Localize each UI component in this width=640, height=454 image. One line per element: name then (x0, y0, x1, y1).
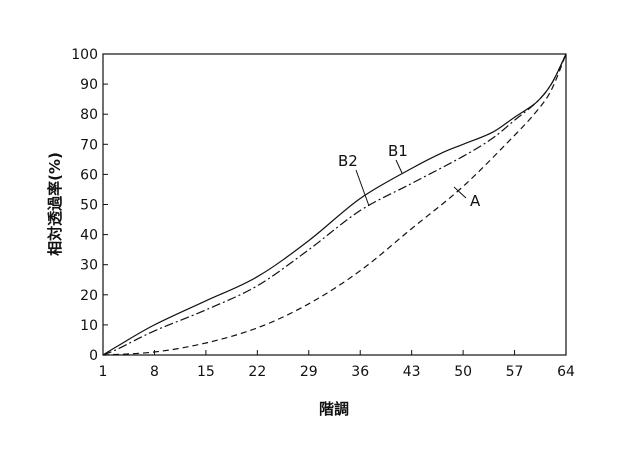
annotation-label-b1: B1 (388, 142, 408, 160)
series-layer (102, 53, 567, 356)
annotation-leader-a (453, 186, 467, 199)
y-tick-label: 10 (80, 318, 98, 334)
series-line-a (102, 53, 567, 356)
x-tick-label: 36 (351, 364, 369, 380)
annotation-label-b2: B2 (338, 152, 358, 170)
x-tick-label: 8 (150, 364, 159, 380)
annotation-leader-b2 (355, 169, 370, 207)
y-axis-label: 相対透過率(%) (46, 152, 64, 256)
series-line-b2 (102, 53, 567, 356)
y-tick-label: 20 (80, 288, 98, 304)
y-tick-label: 30 (80, 258, 98, 274)
x-tick-label: 64 (557, 364, 575, 380)
y-tick-label: 90 (80, 77, 98, 93)
plot-frame (102, 53, 567, 356)
annotation-label-a: A (470, 192, 481, 210)
annotation-layer: B1 B2 A (338, 142, 481, 210)
x-tick-label: 57 (506, 364, 524, 380)
x-tick-label: 1 (99, 364, 108, 380)
x-axis-ticks: 1 8 15 22 29 36 43 50 57 64 (99, 350, 575, 380)
series-line-b1 (102, 53, 567, 356)
x-tick-label: 29 (300, 364, 318, 380)
y-tick-label: 100 (71, 47, 98, 63)
y-tick-label: 40 (80, 228, 98, 244)
x-tick-label: 50 (454, 364, 472, 380)
annotation-leader-b1 (395, 159, 403, 174)
x-axis-label: 階調 (319, 400, 349, 418)
y-tick-label: 60 (80, 167, 98, 183)
y-tick-label: 80 (80, 107, 98, 123)
y-tick-label: 0 (89, 348, 98, 364)
y-tick-label: 70 (80, 137, 98, 153)
x-tick-label: 22 (248, 364, 266, 380)
y-axis-ticks: 0 10 20 30 40 50 60 70 80 90 100 (71, 47, 108, 364)
y-tick-label: 50 (80, 198, 98, 214)
x-tick-label: 15 (197, 364, 215, 380)
x-tick-label: 43 (403, 364, 421, 380)
